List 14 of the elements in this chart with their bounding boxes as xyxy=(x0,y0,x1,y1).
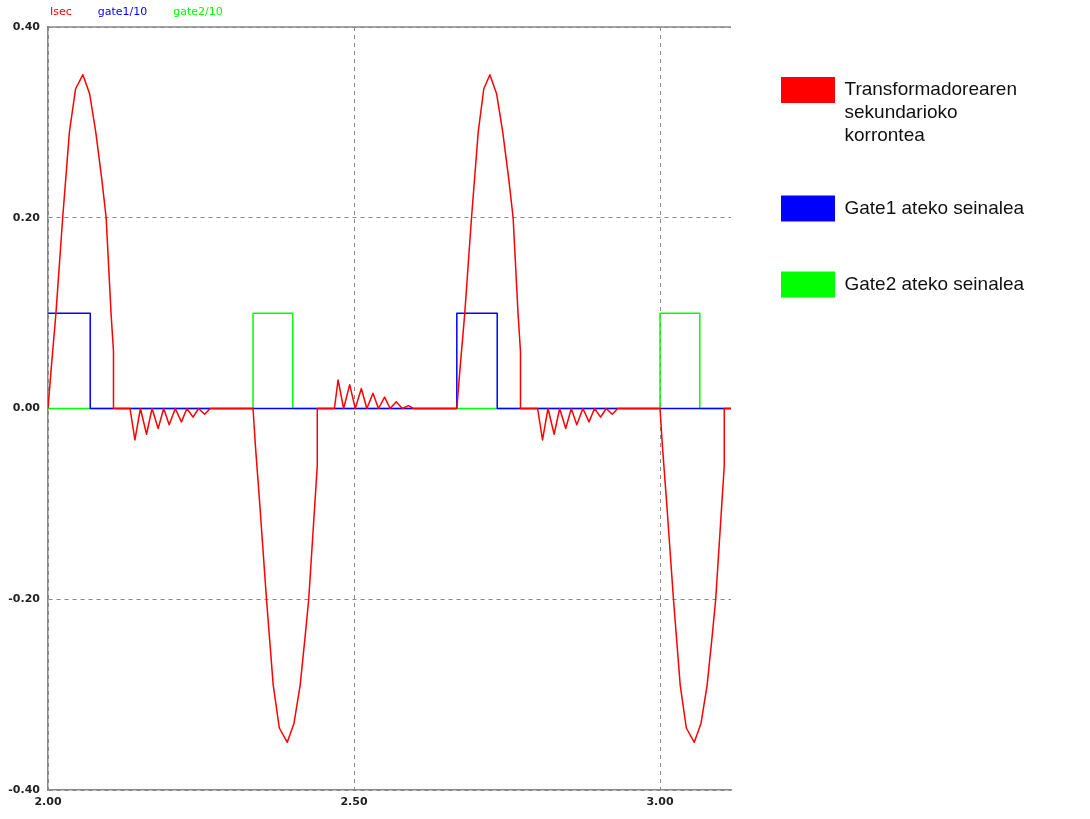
y-tick-label: -0.40 xyxy=(8,782,41,796)
x-tick-label: 3.00 xyxy=(646,795,674,809)
text: gate1/10 xyxy=(97,4,148,18)
x-tick-label: 2.00 xyxy=(34,795,62,809)
text: Isec xyxy=(50,4,72,18)
legend-label: Transformadorearen sekundarioko korrontea xyxy=(844,78,1017,145)
legend-label: Gate1 ateko seinalea xyxy=(844,196,1025,218)
y-tick-label: -0.20 xyxy=(8,592,41,606)
y-tick-label: 0.00 xyxy=(12,401,41,415)
y-tick-label: 0.40 xyxy=(12,19,41,33)
text: gate2/10 xyxy=(173,4,223,18)
legend-label: Gate2 ateko seinalea xyxy=(844,272,1025,294)
y-tick-label: 0.20 xyxy=(12,210,41,224)
x-tick-label: 2.50 xyxy=(340,795,368,809)
